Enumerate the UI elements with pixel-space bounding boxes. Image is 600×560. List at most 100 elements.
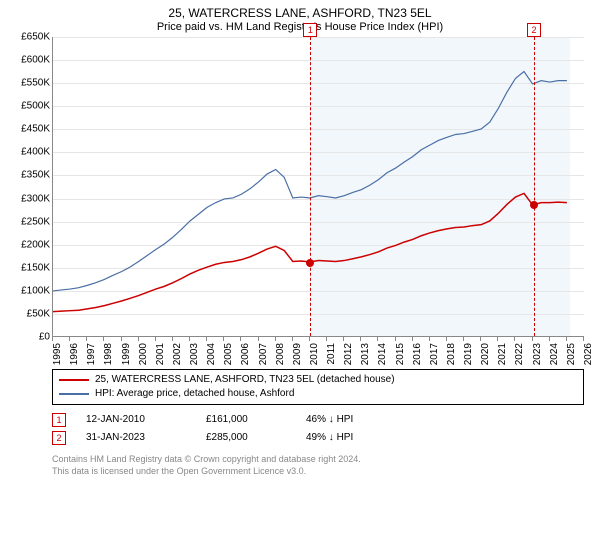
x-tick-label: 2015 [395,343,406,365]
y-tick-label: £500K [21,101,50,112]
legend-row: HPI: Average price, detached house, Ashf… [59,387,577,401]
event-marker-line [310,37,311,336]
x-tick-label: 2021 [497,343,508,365]
event-marker-line [534,37,535,336]
x-tick-label: 2009 [292,343,303,365]
x-tick [429,337,430,341]
x-tick [172,337,173,341]
x-tick-label: 2019 [463,343,474,365]
y-tick-label: £0 [39,332,50,343]
transaction-price: £285,000 [206,429,306,447]
x-tick-label: 2023 [532,343,543,365]
legend-swatch [59,393,89,395]
y-tick-label: £50K [27,308,50,319]
x-tick [446,337,447,341]
x-tick-label: 2008 [275,343,286,365]
transaction-index: 1 [52,413,66,427]
x-tick [395,337,396,341]
x-tick-label: 2004 [206,343,217,365]
page-title: 25, WATERCRESS LANE, ASHFORD, TN23 5EL [12,6,588,20]
x-tick [275,337,276,341]
y-tick-label: £400K [21,147,50,158]
x-tick-label: 2013 [360,343,371,365]
x-tick [155,337,156,341]
y-tick-label: £250K [21,216,50,227]
price-chart: £0£50K£100K£150K£200K£250K£300K£350K£400… [12,37,588,367]
x-tick [206,337,207,341]
x-tick-label: 2014 [377,343,388,365]
x-tick-label: 2026 [583,343,594,365]
x-tick-label: 2001 [155,343,166,365]
transaction-index: 2 [52,431,66,445]
x-tick-label: 2002 [172,343,183,365]
x-tick [223,337,224,341]
footnote-line: Contains HM Land Registry data © Crown c… [52,453,584,465]
event-marker-label: 1 [303,23,317,37]
x-tick-label: 2000 [138,343,149,365]
x-tick [377,337,378,341]
x-tick [532,337,533,341]
x-tick-label: 1998 [103,343,114,365]
x-tick-label: 2007 [258,343,269,365]
legend: 25, WATERCRESS LANE, ASHFORD, TN23 5EL (… [52,369,584,405]
x-tick-label: 2024 [549,343,560,365]
x-tick [583,337,584,341]
y-tick-label: £200K [21,239,50,250]
y-tick-label: £150K [21,262,50,273]
x-tick-label: 2012 [343,343,354,365]
event-marker-dot [530,201,538,209]
x-tick [497,337,498,341]
transaction-price: £161,000 [206,411,306,429]
transaction-date: 31-JAN-2023 [86,429,206,447]
x-tick [292,337,293,341]
plot-area: 12 [52,37,584,337]
x-tick [121,337,122,341]
y-tick-label: £300K [21,193,50,204]
y-tick-label: £350K [21,170,50,181]
y-axis: £0£50K£100K£150K£200K£250K£300K£350K£400… [12,37,50,337]
footnote-line: This data is licensed under the Open Gov… [52,465,584,477]
event-marker-label: 2 [527,23,541,37]
y-tick-label: £550K [21,78,50,89]
x-tick-label: 2025 [566,343,577,365]
transaction-table: 1 12-JAN-2010£161,00046% ↓ HPI 2 31-JAN-202… [52,411,584,447]
x-tick [240,337,241,341]
x-tick [69,337,70,341]
page-subtitle: Price paid vs. HM Land Registry's House … [12,21,588,33]
x-tick [52,337,53,341]
event-marker-dot [306,259,314,267]
x-tick [360,337,361,341]
footnote: Contains HM Land Registry data © Crown c… [52,453,584,477]
x-tick [189,337,190,341]
transaction-row: 1 12-JAN-2010£161,00046% ↓ HPI [52,411,584,429]
y-tick-label: £600K [21,55,50,66]
x-tick [412,337,413,341]
chart-lines [53,37,584,336]
x-tick-label: 1997 [86,343,97,365]
y-tick-label: £650K [21,32,50,43]
x-tick [480,337,481,341]
x-tick [138,337,139,341]
legend-label: HPI: Average price, detached house, Ashf… [95,387,294,401]
x-tick [326,337,327,341]
x-tick-label: 2006 [240,343,251,365]
x-tick-label: 2018 [446,343,457,365]
x-tick [86,337,87,341]
transaction-vs-hpi: 46% ↓ HPI [306,411,426,429]
x-tick-label: 1999 [121,343,132,365]
x-tick-label: 2017 [429,343,440,365]
x-tick-label: 2016 [412,343,423,365]
x-tick [463,337,464,341]
x-tick [309,337,310,341]
transaction-row: 231-JAN-2023£285,00049% ↓ HPI [52,429,584,447]
legend-row: 25, WATERCRESS LANE, ASHFORD, TN23 5EL (… [59,373,577,387]
x-tick-label: 1996 [69,343,80,365]
x-tick [566,337,567,341]
transaction-date: 12-JAN-2010 [86,411,206,429]
y-tick-label: £450K [21,124,50,135]
legend-swatch [59,379,89,381]
legend-label: 25, WATERCRESS LANE, ASHFORD, TN23 5EL (… [95,373,395,387]
x-tick [343,337,344,341]
x-tick [514,337,515,341]
x-tick-label: 2005 [223,343,234,365]
